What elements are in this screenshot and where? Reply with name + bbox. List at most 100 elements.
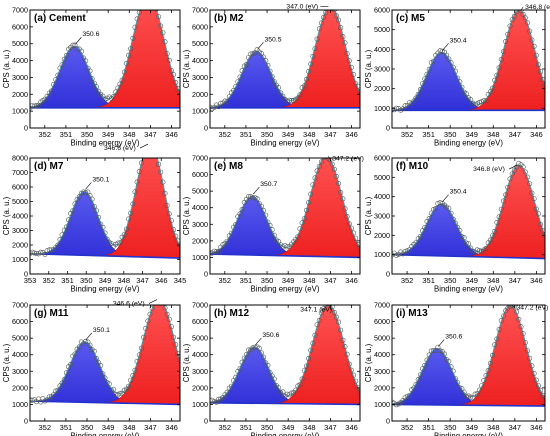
y-tick-label: 7000	[192, 154, 208, 163]
data-point	[136, 169, 142, 175]
data-point	[141, 0, 145, 3]
data-point	[233, 222, 239, 228]
data-point	[331, 166, 337, 172]
data-point	[168, 68, 174, 74]
y-tick-label: 3000	[12, 226, 28, 235]
data-point	[312, 46, 318, 52]
y-tick-label: 1000	[192, 107, 208, 116]
data-point	[483, 245, 489, 251]
data-point	[306, 355, 312, 361]
data-point	[533, 52, 539, 58]
data-point	[529, 37, 535, 43]
chart-panel-9: 352 351 350 349 348 347 346 0 1000 2000 3000 4000 50…	[364, 301, 548, 436]
data-point	[514, 10, 520, 15]
x-tick-label: 351	[422, 276, 435, 285]
data-point	[33, 103, 39, 109]
x-tick-label: 347	[509, 276, 522, 285]
data-point	[117, 390, 123, 396]
data-point	[415, 91, 421, 97]
x-tick-label: 351	[61, 276, 74, 285]
data-point	[426, 352, 432, 358]
data-point	[216, 248, 222, 254]
data-point	[344, 214, 350, 220]
panel-title: (b) M2	[214, 13, 244, 24]
data-point	[66, 217, 72, 223]
data-point	[340, 196, 346, 202]
data-point	[430, 58, 436, 64]
data-point	[115, 240, 121, 246]
x-axis-label: Binding energy (eV)	[251, 139, 320, 148]
x-tick-label: 352	[401, 130, 414, 139]
data-point	[489, 233, 495, 239]
x-tick-label: 350	[261, 276, 274, 285]
peak-label: 347.2 (eV)	[332, 155, 364, 162]
data-point	[420, 366, 426, 372]
data-point	[531, 43, 537, 49]
peak-label: 350.1	[92, 176, 109, 183]
data-point	[177, 89, 180, 95]
data-point	[487, 237, 493, 243]
x-tick-label: 348	[117, 276, 130, 285]
data-point	[213, 249, 219, 255]
data-point	[351, 230, 357, 236]
x-tick-label: 348	[487, 276, 500, 285]
y-tick-label: 7000	[192, 6, 208, 15]
data-point	[102, 375, 108, 381]
fit-envelope	[30, 158, 180, 255]
data-point	[83, 190, 89, 196]
data-point	[527, 28, 533, 34]
data-point	[263, 57, 269, 63]
data-point	[250, 51, 256, 57]
data-point	[162, 305, 168, 311]
data-point	[479, 383, 485, 389]
data-point	[355, 242, 360, 247]
data-point	[301, 368, 307, 374]
data-point	[87, 342, 93, 348]
data-point	[239, 68, 245, 74]
x-tick-label: 349	[102, 423, 115, 432]
data-point	[59, 380, 65, 386]
panel-title: (d) M7	[34, 161, 64, 172]
data-point	[132, 189, 138, 195]
x-tick-label: 347	[324, 276, 337, 285]
x-tick-label: 349	[465, 276, 478, 285]
data-point	[342, 40, 348, 46]
data-point	[168, 324, 174, 330]
x-axis-label: Binding energy (eV)	[71, 432, 140, 436]
data-point	[518, 324, 524, 330]
data-point	[336, 319, 342, 325]
peak-label: 350.5	[264, 36, 281, 43]
peak-label: 350.4	[450, 189, 467, 196]
data-point	[55, 72, 61, 78]
y-tick-label: 6000	[12, 183, 28, 192]
data-point	[316, 163, 322, 169]
y-tick-label: 0	[24, 124, 28, 133]
chart-panel-5: 352 351 350 349 348 347 346 0 1000 2000 3000 4000 50…	[182, 154, 364, 294]
data-point	[78, 48, 84, 54]
y-tick-label: 6000	[374, 154, 390, 163]
x-tick-label: 346	[345, 130, 358, 139]
data-point	[134, 16, 140, 22]
chart-panel-3: 352 351 350 349 348 347 346 0 1000 2000 3000 4000 50…	[364, 4, 550, 148]
data-point	[509, 171, 515, 177]
data-point	[527, 355, 533, 361]
data-point	[325, 305, 331, 307]
x-tick-label: 348	[303, 423, 316, 432]
data-point	[533, 206, 539, 212]
data-point	[338, 190, 344, 196]
y-axis-label: CPS (a. u.)	[364, 196, 373, 235]
data-point	[439, 48, 445, 54]
y-tick-label: 0	[204, 417, 208, 426]
data-point	[507, 176, 513, 182]
data-point	[147, 311, 153, 317]
y-tick-label: 5000	[374, 173, 390, 182]
data-point	[333, 314, 339, 320]
data-point	[481, 377, 487, 383]
peak-label: 350.6	[262, 332, 279, 339]
background-baseline	[30, 400, 180, 406]
y-tick-label: 1000	[374, 250, 390, 259]
y-axis-label: CPS (a. u.)	[2, 343, 11, 382]
data-point	[487, 360, 493, 366]
x-tick-label: 352	[219, 130, 232, 139]
data-point	[492, 342, 498, 348]
